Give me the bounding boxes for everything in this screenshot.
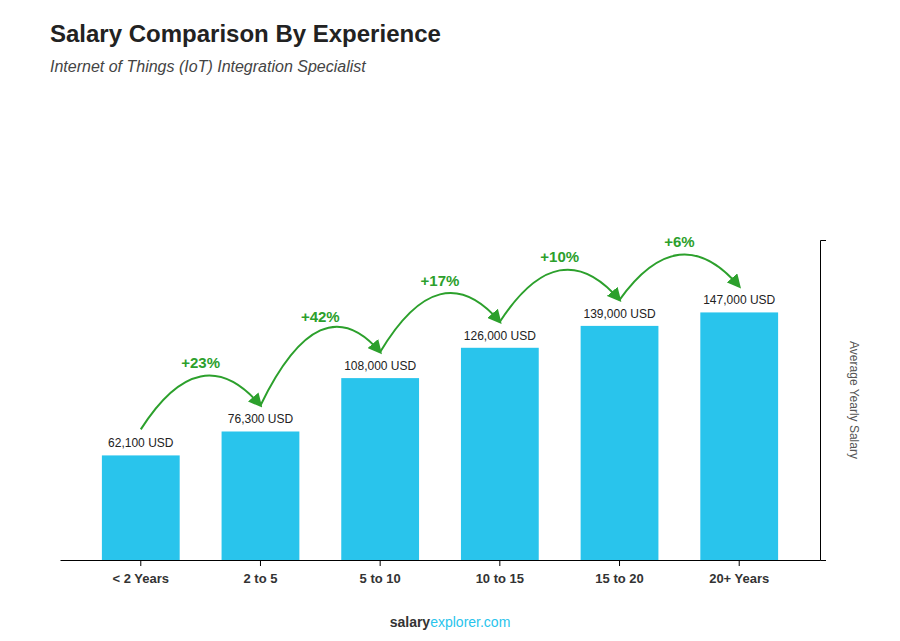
x-tick-mark: [499, 560, 500, 566]
data-label: 62,100 USD: [108, 436, 174, 450]
subtitle: Internet of Things (IoT) Integration Spe…: [50, 58, 366, 75]
data-labels: 62,100 USD 76,300 USD 108,000 USD 126,000 U…: [108, 293, 775, 450]
x-tick-mark: [619, 560, 620, 566]
bar: [222, 431, 300, 560]
bar: [700, 312, 778, 560]
footer-part: explorer.com: [430, 614, 510, 630]
x-tick-label: 15 to 20: [595, 571, 643, 586]
footer-part: salary: [390, 614, 431, 630]
bar: [102, 455, 180, 560]
annotation: +10%: [540, 248, 579, 265]
annotation: +23%: [181, 354, 220, 371]
bar: [581, 326, 659, 560]
y-axis-label: Average Yearly Salary: [847, 341, 861, 459]
change-arrow: [141, 376, 261, 430]
x-axis: < 2 Years 2 to 5 5 to 10 10 to 15 15 to 20 20…: [61, 560, 821, 586]
change-arrow: [500, 270, 620, 322]
data-label: 147,000 USD: [703, 293, 775, 307]
annotation: +6%: [664, 233, 694, 250]
x-tick: < 2 Years: [113, 560, 170, 586]
x-tick: 20+ Years: [709, 560, 769, 586]
x-tick-mark: [739, 560, 740, 566]
y-axis: [821, 241, 827, 561]
x-tick-label: 5 to 10: [360, 571, 401, 586]
bar: [341, 378, 419, 560]
x-tick-label: 20+ Years: [709, 571, 769, 586]
x-tick: 5 to 10: [360, 560, 401, 586]
change-arrow: [620, 254, 740, 299]
x-tick-label: 2 to 5: [243, 571, 277, 586]
change-arrow: [260, 327, 380, 406]
data-label: 126,000 USD: [464, 329, 536, 343]
data-label: 76,300 USD: [228, 412, 294, 426]
x-tick: 15 to 20: [595, 560, 643, 586]
chart: Salary Comparison By Experience Internet …: [0, 0, 900, 641]
bar: [461, 348, 539, 560]
x-tick-label: < 2 Years: [113, 571, 170, 586]
change-arrow: [380, 293, 500, 352]
annotations: +23% +42% +17% +10% +6%: [141, 233, 739, 430]
data-label: 139,000 USD: [584, 307, 656, 321]
x-tick-mark: [380, 560, 381, 566]
y-axis-line: [821, 241, 827, 561]
footer: salaryexplorer.com: [390, 614, 511, 630]
x-tick: 2 to 5: [243, 560, 277, 586]
data-label: 108,000 USD: [344, 359, 416, 373]
annotation: +17%: [421, 272, 460, 289]
annotation: +42%: [301, 308, 340, 325]
x-axis-line: [61, 560, 821, 561]
bars: [102, 312, 778, 560]
x-tick-mark: [140, 560, 141, 566]
x-tick-mark: [260, 560, 261, 566]
x-tick-label: 10 to 15: [476, 571, 524, 586]
x-tick: 10 to 15: [476, 560, 524, 586]
title: Salary Comparison By Experience: [50, 20, 441, 47]
